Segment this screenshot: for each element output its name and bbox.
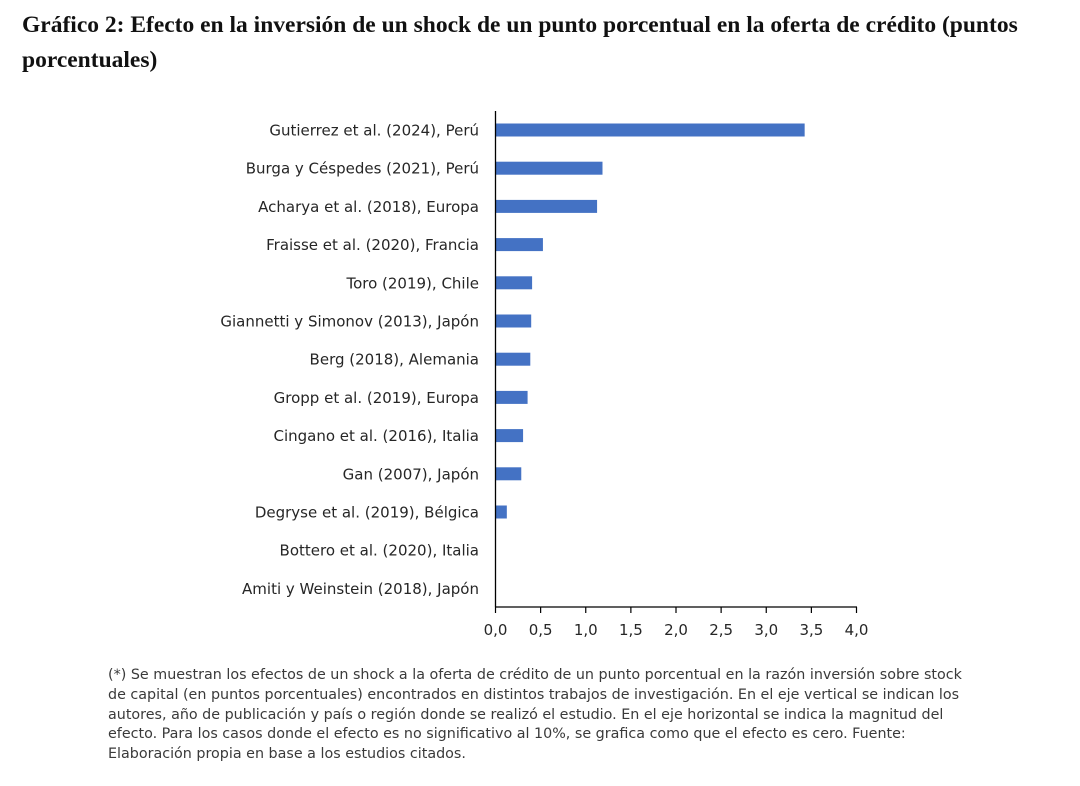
category-label: Gan (2007), Japón [343,465,479,483]
category-label: Fraisse et al. (2020), Francia [266,236,479,254]
x-tick-label: 0,0 [484,621,508,639]
x-tick-label: 2,0 [664,621,688,639]
x-tick-label: 4,0 [845,621,869,639]
bar [496,161,603,175]
category-label: Degryse et al. (2019), Bélgica [255,504,479,522]
x-tick-label: 2,5 [709,621,733,639]
chart-title: Gráfico 2: Efecto en la inversión de un … [22,12,1018,73]
x-tick-label: 3,5 [799,621,823,639]
bar [496,199,598,213]
bar [496,467,522,481]
category-label: Burga y Céspedes (2021), Perú [246,160,479,178]
bar [496,123,805,137]
x-tick-label: 3,0 [754,621,778,639]
bar [496,352,531,366]
category-label: Cingano et al. (2016), Italia [273,427,479,445]
chart-footnote: (*) Se muestran los efectos de un shock … [108,667,962,763]
category-label: Berg (2018), Alemania [310,351,479,369]
bar-chart: Gutierrez et al. (2024), Perú Burga y Cés… [220,111,869,639]
x-tick-label: 1,5 [619,621,643,639]
x-tick-label: 0,5 [529,621,553,639]
category-label: Amiti y Weinstein (2018), Japón [242,580,479,598]
bar [496,314,532,328]
category-label: Gropp et al. (2019), Europa [274,389,479,407]
category-label: Gutierrez et al. (2024), Perú [269,122,479,140]
category-label: Toro (2019), Chile [345,274,479,292]
bar [496,429,524,443]
bar [496,276,533,290]
bar [496,505,507,519]
bar [496,238,543,252]
category-label: Acharya et al. (2018), Europa [258,198,479,216]
x-tick-label: 1,0 [574,621,598,639]
category-label: Giannetti y Simonov (2013), Japón [220,313,479,331]
bar [496,390,528,404]
category-label: Bottero et al. (2020), Italia [280,542,479,560]
